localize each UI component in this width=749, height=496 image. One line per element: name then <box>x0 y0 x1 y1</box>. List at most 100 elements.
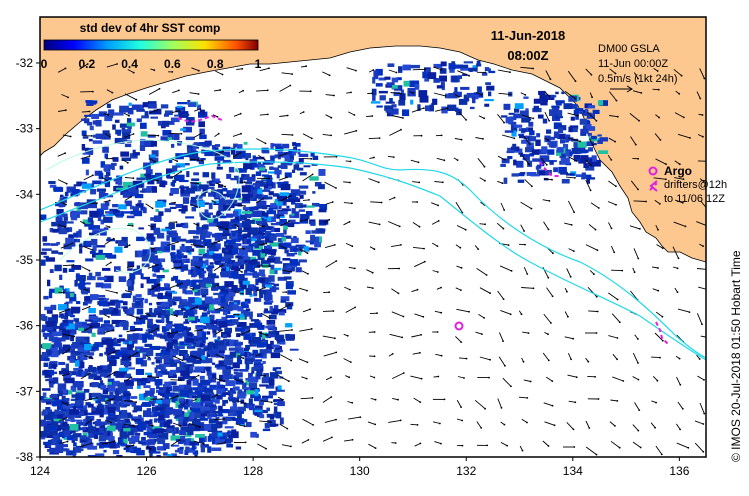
sst-cell <box>230 304 239 311</box>
current-arrow-head <box>503 121 505 124</box>
sst-cell <box>77 383 83 391</box>
sst-cell <box>119 431 130 438</box>
sst-cell <box>58 252 63 255</box>
sst-cell <box>165 347 170 352</box>
sst-cell <box>561 91 565 95</box>
sst-cell <box>269 242 279 247</box>
current-arrow-head <box>90 135 93 137</box>
sst-cell <box>258 269 265 277</box>
current-arrow-head <box>594 375 596 378</box>
sst-cell <box>270 227 281 232</box>
sst-cell <box>137 104 144 111</box>
sst-cell <box>119 367 129 372</box>
current-arrow-head <box>613 251 616 254</box>
sst-cell <box>59 274 63 280</box>
sst-cell <box>194 289 201 296</box>
sst-cell <box>268 191 274 196</box>
sst-cell <box>234 287 244 292</box>
current-arrow-head <box>703 379 705 381</box>
sst-cell <box>111 163 115 170</box>
sst-cell <box>225 239 236 244</box>
sst-cell <box>433 63 443 68</box>
current-arrow-head <box>132 444 135 447</box>
sst-cell <box>585 109 589 116</box>
current-arrow-head <box>480 427 483 429</box>
current-arrow-head <box>419 401 422 403</box>
sst-cell <box>245 264 251 270</box>
current-arrow-head <box>640 92 643 94</box>
current-arrow <box>79 63 88 70</box>
sst-cell <box>164 336 173 342</box>
sst-cell <box>222 199 230 204</box>
sst-cell <box>175 163 186 168</box>
current-arrow <box>171 110 180 114</box>
sst-cell <box>132 410 138 413</box>
sst-cell <box>158 418 166 423</box>
sst-cell <box>385 101 395 104</box>
sst-cell <box>192 450 199 455</box>
current-arrow <box>343 221 350 226</box>
current-arrow-head <box>176 331 178 333</box>
sst-cell <box>272 143 282 147</box>
current-arrow-head <box>412 92 415 94</box>
sst-cell <box>190 354 197 361</box>
sst-cell <box>176 165 181 168</box>
current-arrow-head <box>522 360 525 363</box>
sst-cell <box>228 227 232 230</box>
sst-cell <box>124 129 131 132</box>
sst-cell <box>129 445 134 452</box>
sst-cell <box>166 420 171 424</box>
sst-cell <box>163 384 169 390</box>
sst-cell <box>52 228 60 233</box>
current-arrow <box>479 356 491 361</box>
current-arrow-head <box>148 356 151 359</box>
current-arrow-head <box>416 201 419 203</box>
current-arrow <box>348 266 355 269</box>
current-arrow-head <box>90 325 93 328</box>
sst-cell <box>126 350 135 355</box>
sst-cell <box>462 73 468 76</box>
current-arrow-head <box>657 267 659 269</box>
current-arrow <box>456 225 466 231</box>
sst-cell <box>42 392 47 396</box>
sst-cell <box>266 205 274 207</box>
sst-cell <box>409 80 420 88</box>
sst-cell <box>79 341 84 346</box>
sst-cell <box>78 327 85 332</box>
sst-cell <box>158 211 164 216</box>
current-arrow-head <box>678 92 681 95</box>
sst-cell <box>164 113 169 117</box>
sst-cell <box>389 108 399 115</box>
sst-cell <box>184 365 188 369</box>
current-arrow <box>501 134 515 139</box>
current-arrow <box>324 181 337 189</box>
sst-cell <box>171 181 175 187</box>
sst-cell <box>245 153 251 159</box>
sst-cell <box>55 443 64 449</box>
current-arrow-head <box>373 248 376 251</box>
sst-cell <box>210 350 219 358</box>
sst-cell <box>108 337 112 340</box>
current-arrow-head <box>286 114 289 117</box>
sst-cell <box>77 411 85 416</box>
sst-cell <box>258 353 264 357</box>
sst-cell <box>279 192 289 196</box>
sst-cell <box>289 348 299 351</box>
current-arrow <box>123 112 130 117</box>
sst-cell <box>311 230 318 234</box>
sst-cell <box>194 454 198 457</box>
current-arrow-head <box>139 318 142 320</box>
sst-cell <box>236 369 246 372</box>
sst-cell <box>156 180 161 184</box>
sst-cell <box>146 276 150 284</box>
sst-cell <box>273 213 278 219</box>
sst-cell <box>231 271 239 278</box>
current-arrow <box>497 290 504 300</box>
sst-cell <box>149 452 153 457</box>
sst-cell <box>261 174 269 177</box>
current-arrow <box>674 160 681 165</box>
sst-cell <box>207 405 218 410</box>
sst-cell <box>85 258 94 262</box>
current-arrow-head <box>645 200 647 203</box>
sst-cell <box>60 322 69 327</box>
